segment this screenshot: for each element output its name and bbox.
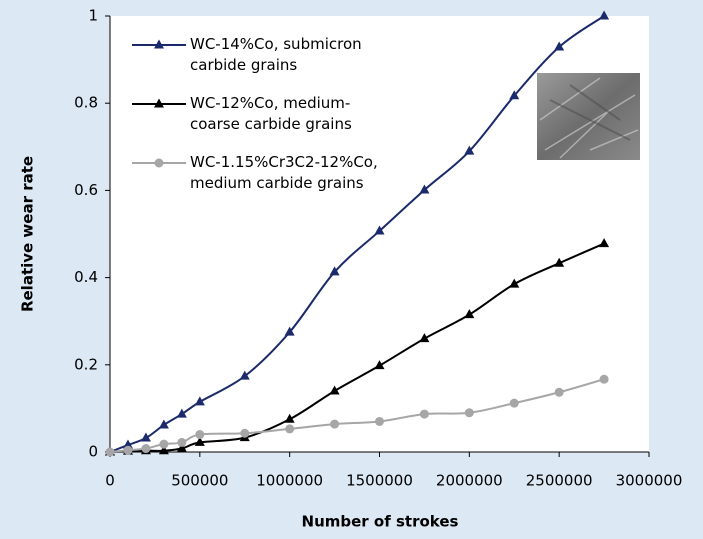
marker xyxy=(509,398,519,408)
marker xyxy=(599,10,610,20)
marker xyxy=(419,409,429,419)
marker xyxy=(123,445,133,455)
x-tick-label: 2500000 xyxy=(526,472,593,490)
y-tick-label: 0.4 xyxy=(74,268,98,286)
marker xyxy=(240,428,250,438)
marker xyxy=(154,39,164,49)
series-line xyxy=(109,15,605,453)
legend-swatch xyxy=(132,158,186,168)
marker xyxy=(464,408,474,418)
legend-swatch xyxy=(132,39,186,49)
marker xyxy=(374,225,385,235)
marker xyxy=(374,360,385,370)
marker xyxy=(284,326,295,336)
marker xyxy=(194,396,205,406)
marker xyxy=(176,408,187,418)
x-tick-label: 0 xyxy=(105,472,115,490)
legend-entry: WC-1.15%Cr3C2-12%Co, medium carbide grai… xyxy=(130,152,380,194)
legend-swatch xyxy=(132,98,186,108)
marker xyxy=(284,413,295,423)
marker xyxy=(419,184,430,194)
legend-label: WC-12%Co, medium-coarse carbide grains xyxy=(190,94,352,133)
marker xyxy=(194,436,205,446)
marker xyxy=(464,309,475,319)
marker xyxy=(419,333,430,343)
y-axis-label: Relative wear rate xyxy=(19,156,37,312)
marker xyxy=(195,430,205,440)
y-tick-label: 0.6 xyxy=(74,181,98,199)
legend-label: WC-14%Co, submicron carbide grains xyxy=(190,35,362,74)
marker xyxy=(154,98,164,108)
x-axis-label: Number of strokes xyxy=(302,513,459,531)
legend-label: WC-1.15%Cr3C2-12%Co, medium carbide grai… xyxy=(190,153,378,192)
x-tick-label: 1500000 xyxy=(346,472,413,490)
marker xyxy=(599,374,609,384)
marker xyxy=(375,416,384,426)
y-tick-label: 0.8 xyxy=(74,94,98,112)
marker xyxy=(158,445,169,455)
marker xyxy=(285,424,295,434)
marker xyxy=(554,257,565,267)
y-tick-label: 0.2 xyxy=(74,355,98,373)
marker xyxy=(329,266,340,276)
marker xyxy=(158,419,169,429)
marker xyxy=(105,447,115,457)
x-tick-label: 3000000 xyxy=(616,472,683,490)
marker xyxy=(122,439,133,449)
marker xyxy=(599,238,610,248)
marker xyxy=(464,145,475,155)
x-tick-label: 500000 xyxy=(171,472,228,490)
legend-entry: WC-12%Co, medium-coarse carbide grains xyxy=(130,93,380,135)
marker xyxy=(154,158,164,168)
marker xyxy=(140,432,151,442)
marker xyxy=(176,443,187,453)
marker xyxy=(159,439,169,449)
y-tick-label: 0 xyxy=(88,443,98,461)
marker xyxy=(509,90,520,100)
marker xyxy=(177,437,187,447)
marker xyxy=(554,387,564,397)
marker xyxy=(141,444,151,454)
x-tick-label: 1000000 xyxy=(256,472,323,490)
marker xyxy=(554,41,565,51)
marker xyxy=(239,370,250,380)
x-tick-label: 2000000 xyxy=(436,472,503,490)
inset-photo xyxy=(537,73,640,160)
legend-entry: WC-14%Co, submicron carbide grains xyxy=(130,34,380,76)
marker xyxy=(509,278,520,288)
marker xyxy=(330,419,340,429)
y-tick-label: 1 xyxy=(88,7,98,25)
marker xyxy=(329,385,340,395)
